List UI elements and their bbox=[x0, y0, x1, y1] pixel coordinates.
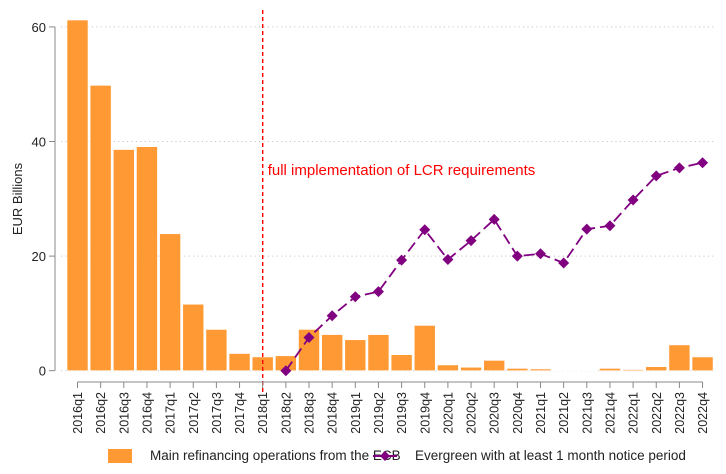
line-point bbox=[535, 248, 546, 260]
legend-label-bars: Main refinancing operations from the ECB bbox=[150, 448, 401, 463]
x-tick-label: 2016q2 bbox=[94, 392, 108, 434]
x-tick-label: 2022q2 bbox=[650, 392, 664, 434]
line-point bbox=[396, 254, 408, 266]
bar bbox=[460, 366, 482, 371]
line-point bbox=[558, 257, 570, 269]
bar bbox=[575, 369, 598, 372]
bar bbox=[506, 368, 529, 371]
x-tick-label: 2016q3 bbox=[117, 392, 131, 434]
x-tick-label: 2019q2 bbox=[372, 392, 386, 434]
bar bbox=[599, 368, 621, 371]
bar bbox=[159, 233, 181, 372]
line-point bbox=[349, 291, 361, 303]
bar bbox=[413, 325, 436, 372]
bar bbox=[113, 149, 135, 371]
x-tick-label: 2019q3 bbox=[395, 392, 409, 434]
bar bbox=[298, 329, 320, 372]
line-point bbox=[673, 162, 685, 174]
x-tick-label: 2017q1 bbox=[164, 392, 178, 434]
line-point bbox=[419, 224, 431, 236]
bar bbox=[483, 360, 506, 371]
bar bbox=[344, 339, 367, 371]
x-tick-label: 2018q4 bbox=[326, 392, 340, 434]
bar bbox=[228, 353, 251, 372]
line-point bbox=[303, 331, 315, 343]
x-tick-label: 2016q1 bbox=[71, 392, 85, 434]
x-tick-label: 2017q3 bbox=[210, 392, 224, 434]
bar bbox=[645, 366, 668, 371]
line-point bbox=[488, 213, 500, 225]
x-tick-label: 2021q1 bbox=[534, 392, 548, 434]
x-tick-label: 2020q3 bbox=[488, 392, 502, 434]
bar bbox=[622, 369, 644, 371]
legend-item-bars: Main refinancing operations from the ECB bbox=[108, 448, 401, 463]
x-tick-label: 2018q1 bbox=[256, 392, 270, 434]
legend: Main refinancing operations from the ECB… bbox=[0, 448, 726, 472]
x-tick-label: 2022q1 bbox=[627, 392, 641, 434]
x-tick-label: 2018q2 bbox=[279, 392, 293, 434]
x-tick-label: 2019q1 bbox=[349, 392, 363, 434]
bar bbox=[89, 85, 112, 372]
bar bbox=[668, 344, 691, 372]
line-point bbox=[511, 250, 523, 262]
y-tick-label: 60 bbox=[32, 20, 46, 35]
x-tick-label: 2021q3 bbox=[580, 392, 594, 434]
x-tick-label: 2022q3 bbox=[673, 392, 687, 434]
line-series bbox=[280, 157, 709, 377]
diamond-marker-icon bbox=[373, 450, 397, 461]
x-tick-label: 2016q4 bbox=[140, 392, 154, 434]
bar bbox=[552, 369, 575, 372]
legend-item-line: Evergreen with at least 1 month notice p… bbox=[373, 448, 686, 463]
bar bbox=[390, 354, 413, 372]
x-tick-label: 2020q1 bbox=[441, 392, 455, 434]
legend-label-line: Evergreen with at least 1 month notice p… bbox=[415, 448, 686, 463]
y-axis-title: EUR Billions bbox=[10, 162, 25, 235]
bar bbox=[205, 329, 228, 372]
bar bbox=[529, 368, 552, 371]
bar bbox=[321, 334, 343, 372]
x-tick-label: 2020q4 bbox=[511, 392, 525, 434]
legend-swatch-line bbox=[373, 449, 397, 463]
x-tick-label: 2019q4 bbox=[418, 392, 432, 434]
bar bbox=[367, 334, 390, 372]
x-tick-label: 2017q4 bbox=[233, 392, 247, 434]
x-tick-label: 2020q2 bbox=[465, 392, 479, 434]
line-point bbox=[604, 220, 616, 232]
line-point bbox=[442, 254, 454, 266]
gridlines bbox=[61, 26, 714, 372]
x-tick-label: 2017q2 bbox=[187, 392, 201, 434]
y-tick-label: 0 bbox=[39, 364, 46, 379]
bar bbox=[691, 356, 714, 371]
x-tick-label: 2021q4 bbox=[603, 392, 617, 434]
axes: 0 20 40 60 2016q1 2016q2 2016q3 2016q4 2017q1 201… bbox=[32, 20, 711, 434]
lcr-annotation: full implementation of LCR requirements bbox=[268, 162, 536, 179]
x-tick-label: 2021q2 bbox=[557, 392, 571, 434]
y-tick-label: 40 bbox=[32, 135, 46, 150]
line-point bbox=[326, 310, 338, 322]
line-point bbox=[581, 223, 593, 235]
line-point bbox=[697, 157, 709, 169]
line-point bbox=[627, 194, 639, 206]
line-point bbox=[465, 235, 477, 247]
legend-swatch-bar bbox=[108, 448, 132, 463]
bars bbox=[66, 19, 714, 372]
line-point bbox=[280, 365, 292, 377]
bar bbox=[66, 19, 89, 371]
line-point bbox=[650, 170, 662, 182]
x-tick-label: 2022q4 bbox=[696, 392, 710, 434]
x-tick-label: 2018q3 bbox=[303, 392, 317, 434]
y-tick-label: 20 bbox=[32, 249, 46, 264]
bar bbox=[136, 146, 158, 371]
line-point bbox=[372, 286, 384, 298]
bar bbox=[437, 364, 459, 372]
bar bbox=[182, 303, 205, 371]
